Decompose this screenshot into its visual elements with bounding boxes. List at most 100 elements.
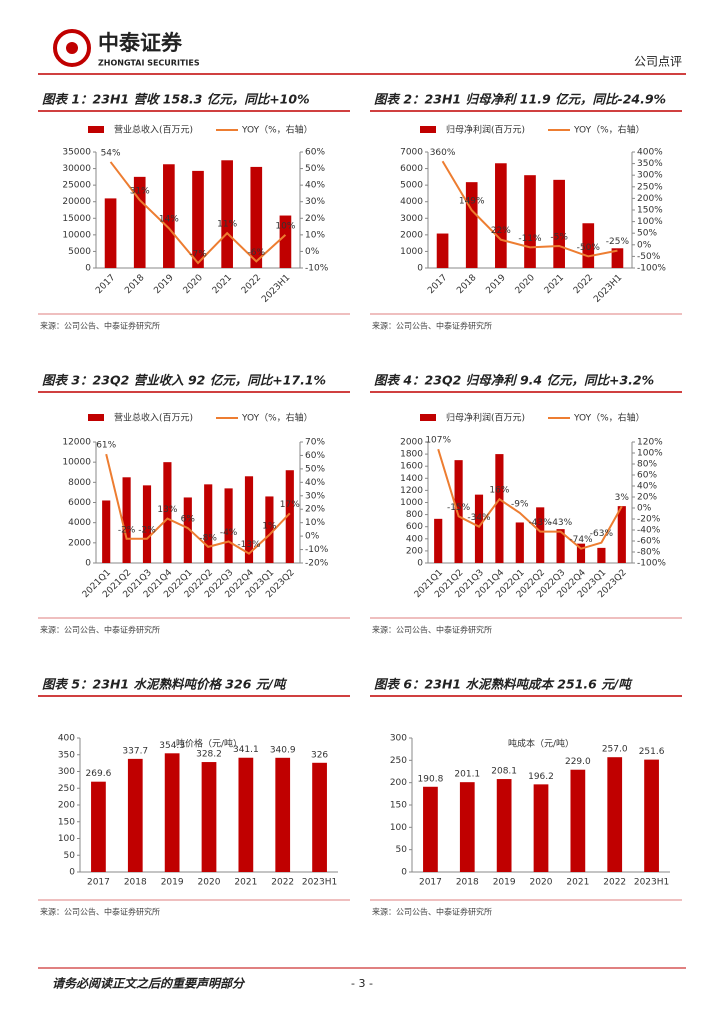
bar: [127, 758, 143, 872]
y2-tick-label: 400%: [637, 148, 663, 158]
data-label: -13%: [237, 540, 261, 550]
y-tick-label: 0: [417, 559, 423, 569]
data-label: 54%: [101, 148, 121, 158]
bar: [312, 762, 327, 872]
report-type: 公司点评: [634, 55, 682, 69]
logo-subtext: ZHONGTAI SECURITIES: [98, 59, 200, 68]
x-tick-label: 2018: [124, 878, 147, 888]
y-tick-label: 10000: [62, 230, 91, 240]
data-label: 10%: [275, 221, 295, 231]
y-tick-label: 1400: [400, 474, 423, 484]
y2-tick-label: -100%: [637, 264, 666, 274]
y2-tick-label: -10%: [305, 264, 329, 274]
data-label: 229.0: [565, 757, 591, 767]
y2-tick-label: 40%: [305, 181, 325, 191]
data-label: -11%: [518, 234, 542, 244]
bar: [163, 164, 175, 268]
y2-tick-label: -50%: [637, 252, 661, 262]
y-tick-label: 6000: [400, 164, 423, 174]
y-tick-label: 1600: [400, 462, 423, 472]
y-tick-label: 5000: [400, 181, 423, 191]
y-tick-label: 150: [58, 817, 75, 827]
legend-label: 归母净利润(百万元): [446, 412, 525, 424]
y2-tick-label: 50%: [305, 464, 325, 474]
bar: [183, 497, 192, 563]
bar: [285, 470, 294, 563]
x-tick-label: 2017: [94, 273, 117, 296]
y-tick-label: 250: [390, 756, 407, 766]
bar: [133, 176, 146, 268]
data-label: 196.2: [528, 772, 554, 782]
x-tick-label: 2020: [182, 273, 205, 296]
bar: [533, 784, 549, 872]
y2-tick-label: 0%: [637, 504, 652, 514]
chart-title: 图表 1：23H1 营收 158.3 亿元，同比+10%: [42, 92, 310, 107]
bar: [279, 215, 292, 268]
y-tick-label: 10000: [62, 458, 91, 468]
y-tick-label: 35000: [62, 148, 91, 158]
y-tick-label: 5000: [68, 247, 91, 257]
x-tick-label: 2021: [543, 273, 566, 296]
data-label: -2%: [118, 525, 136, 535]
legend-label: 营业总收入(百万元): [114, 124, 193, 136]
y2-tick-label: -80%: [637, 548, 661, 558]
source-note: 来源：公司公告、中泰证券研究所: [372, 321, 492, 331]
y-tick-label: 2000: [400, 438, 423, 448]
bar: [607, 757, 623, 872]
data-label: 14%: [159, 215, 179, 225]
y2-tick-label: 60%: [637, 471, 657, 481]
y2-tick-label: -20%: [305, 559, 329, 569]
x-tick-label: 2021: [234, 878, 257, 888]
x-tick-label: 2023H1: [592, 273, 624, 305]
bar: [102, 500, 111, 563]
data-label: 22%: [491, 226, 511, 236]
line: [437, 448, 623, 550]
y2-tick-label: 150%: [637, 206, 663, 216]
y-tick-label: 25000: [62, 181, 91, 191]
x-tick-label: 2023H1: [634, 878, 669, 888]
data-label: -43%: [549, 518, 573, 528]
bar: [611, 248, 624, 268]
data-label: 360%: [430, 148, 456, 158]
bar: [617, 506, 626, 563]
legend-label: YOY（%，右轴）: [573, 124, 645, 136]
y-tick-label: 4000: [400, 197, 423, 207]
data-label: 337.7: [122, 746, 148, 756]
chart-subtitle: 吨成本（元/吨）: [508, 738, 574, 750]
source-note: 来源：公司公告、中泰证券研究所: [40, 625, 160, 635]
chart-title: 图表 5：23H1 水泥熟料吨价格 326 元/吨: [42, 677, 288, 692]
y2-tick-label: 20%: [637, 493, 657, 503]
data-label: -2%: [138, 525, 156, 535]
x-tick-label: 2017: [426, 273, 449, 296]
bar: [142, 485, 152, 563]
y-tick-label: 1200: [400, 486, 423, 496]
legend-swatch: [420, 414, 436, 421]
bar: [582, 223, 595, 268]
legend-swatch: [88, 414, 104, 421]
data-label: 328.2: [196, 750, 222, 760]
y-tick-label: 0: [85, 559, 91, 569]
data-label: 13%: [157, 505, 177, 515]
chart-title: 图表 2：23H1 归母净利 11.9 亿元，同比-24.9%: [374, 92, 666, 107]
x-tick-label: 2017: [87, 878, 110, 888]
data-label: 16%: [489, 486, 509, 496]
data-label: 354.3: [159, 741, 185, 751]
bar: [91, 781, 106, 872]
data-label: -25%: [606, 237, 630, 247]
y-tick-label: 0: [85, 264, 91, 274]
y-tick-label: 0: [401, 868, 407, 878]
data-label: -74%: [569, 535, 593, 545]
y2-tick-label: 250%: [637, 182, 663, 192]
y2-tick-label: 100%: [637, 449, 663, 459]
bar: [221, 160, 233, 268]
x-tick-label: 2020: [530, 878, 553, 888]
legend-swatch: [88, 126, 104, 133]
bar: [238, 757, 254, 872]
bar: [265, 496, 274, 563]
x-tick-label: 2019: [152, 273, 175, 296]
y2-tick-label: 30%: [305, 491, 325, 501]
data-label: 11%: [217, 220, 237, 230]
x-tick-label: 2022: [572, 273, 595, 296]
data-label: -7%: [189, 250, 207, 260]
data-label: -8%: [199, 533, 217, 543]
